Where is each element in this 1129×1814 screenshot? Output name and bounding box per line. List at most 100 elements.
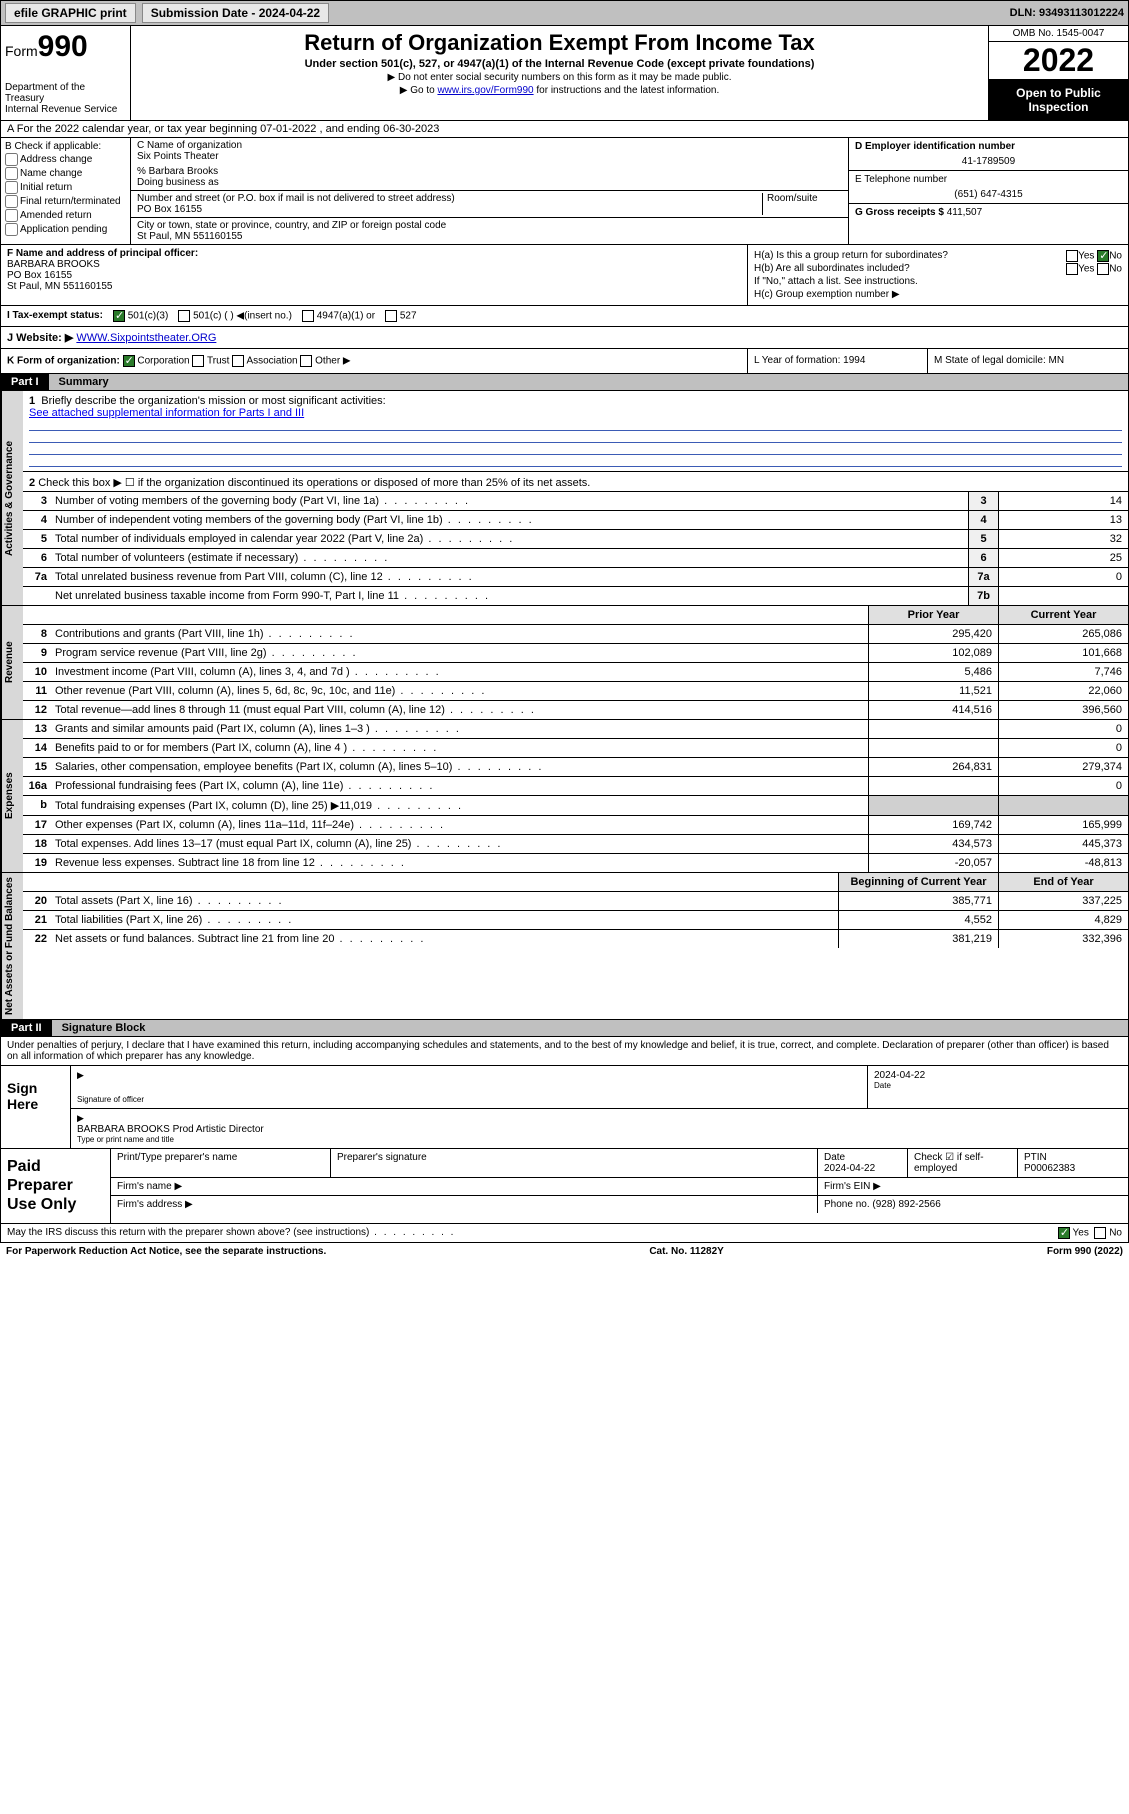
part-ii-header: Part II Signature Block [0,1020,1129,1037]
hb-yes-checkbox[interactable] [1066,263,1078,275]
chk-name-change[interactable]: Name change [5,167,126,180]
cat-number: Cat. No. 11282Y [649,1246,723,1257]
ein-label: D Employer identification number [855,141,1122,152]
ptin-label: PTIN [1024,1152,1047,1163]
preparer-name-label: Print/Type preparer's name [111,1149,331,1177]
table-row: bTotal fundraising expenses (Part IX, co… [23,796,1128,816]
table-row: 21Total liabilities (Part X, line 26)4,5… [23,911,1128,930]
table-row: 6Total number of volunteers (estimate if… [23,549,1128,568]
tax-exempt-status-row: I Tax-exempt status: 501(c)(3) 501(c) ( … [0,306,1129,327]
irs-discuss-row: May the IRS discuss this return with the… [0,1224,1129,1243]
year-formation: L Year of formation: 1994 [748,349,928,373]
table-row: 8Contributions and grants (Part VIII, li… [23,625,1128,644]
website-row: J Website: ▶ WWW.Sixpointstheater.ORG [0,327,1129,349]
part-i-header: Part I Summary [0,374,1129,391]
form-header: Form990 Department of the Treasury Inter… [0,26,1129,121]
org-name: Six Points Theater [137,151,842,162]
tax-year: 2022 [989,42,1128,80]
section-expenses: Expenses 13Grants and similar amounts pa… [0,720,1129,873]
org-info-block: B Check if applicable: Address change Na… [0,138,1129,245]
ha-label: H(a) Is this a group return for subordin… [754,250,948,261]
form-title: Return of Organization Exempt From Incom… [139,30,980,56]
chk-501c[interactable] [178,310,190,322]
open-public-badge: Open to Public Inspection [989,80,1128,120]
pra-notice: For Paperwork Reduction Act Notice, see … [6,1246,326,1257]
chk-address-change[interactable]: Address change [5,153,126,166]
paid-preparer-label: Paid Preparer Use Only [1,1149,111,1223]
row-a-tax-year: A For the 2022 calendar year, or tax yea… [0,121,1129,138]
group-return: H(a) Is this a group return for subordin… [748,245,1128,305]
table-row: 12Total revenue—add lines 8 through 11 (… [23,701,1128,719]
form990-link[interactable]: www.irs.gov/Form990 [437,85,533,96]
vlabel-expenses: Expenses [1,720,23,872]
submission-date: Submission Date - 2024-04-22 [142,3,329,23]
paid-preparer-block: Paid Preparer Use Only Print/Type prepar… [0,1149,1129,1224]
sig-name-value: BARBARA BROOKS Prod Artistic Director [77,1124,1122,1135]
chk-other[interactable] [300,355,312,367]
city-state-zip: St Paul, MN 551160155 [137,231,842,242]
line-2: 2 Check this box ▶ ☐ if the organization… [23,472,1128,492]
chk-amended-return[interactable]: Amended return [5,209,126,222]
discuss-no-checkbox[interactable] [1094,1227,1106,1239]
form-footer: Form 990 (2022) [1047,1246,1123,1257]
chk-application-pending[interactable]: Application pending [5,223,126,236]
org-form-row: K Form of organization: Corporation Trus… [0,349,1129,374]
ein-value: 41-1789509 [855,156,1122,167]
net-header-row: Beginning of Current Year End of Year [23,873,1128,892]
top-bar: efile GRAPHIC print Submission Date - 20… [0,0,1129,26]
hb-note: If "No," attach a list. See instructions… [754,276,1122,287]
form-subtitle-2: ▶ Do not enter social security numbers o… [139,72,980,83]
website-link[interactable]: WWW.Sixpointstheater.ORG [76,332,216,344]
firm-name-label: Firm's name ▶ [111,1178,818,1195]
discuss-yes-checkbox[interactable] [1058,1227,1070,1239]
preparer-date-value: 2024-04-22 [824,1163,875,1174]
firm-phone-value: Phone no. (928) 892-2566 [818,1196,1128,1213]
table-row: 13Grants and similar amounts paid (Part … [23,720,1128,739]
vlabel-net-assets: Net Assets or Fund Balances [1,873,23,1019]
chk-association[interactable] [232,355,244,367]
section-activities-governance: Activities & Governance 1 Briefly descri… [0,391,1129,606]
omb-number: OMB No. 1545-0047 [989,26,1128,42]
irs-label: Internal Revenue Service [5,104,126,115]
dept-label: Department of the Treasury [5,82,126,104]
form-number: Form990 [5,30,126,64]
chk-501c3[interactable] [113,310,125,322]
gross-receipts-label: G Gross receipts $ [855,207,944,218]
preparer-sig-label: Preparer's signature [331,1149,818,1177]
efile-button[interactable]: efile GRAPHIC print [5,3,136,23]
line-1: 1 Briefly describe the organization's mi… [23,391,1128,472]
signature-declaration: Under penalties of perjury, I declare th… [0,1037,1129,1066]
room-suite-label: Room/suite [762,193,842,215]
phone-value: (651) 647-4315 [855,189,1122,200]
table-row: 15Salaries, other compensation, employee… [23,758,1128,777]
table-row: 9Program service revenue (Part VIII, lin… [23,644,1128,663]
chk-initial-return[interactable]: Initial return [5,181,126,194]
chk-trust[interactable] [192,355,204,367]
ha-no-checkbox[interactable] [1097,250,1109,262]
table-row: 14Benefits paid to or for members (Part … [23,739,1128,758]
firm-address-label: Firm's address ▶ [111,1196,818,1213]
chk-final-return[interactable]: Final return/terminated [5,195,126,208]
section-revenue: Revenue Prior Year Current Year 8Contrib… [0,606,1129,720]
chk-corporation[interactable] [123,355,135,367]
col-de: D Employer identification number 41-1789… [848,138,1128,244]
sig-officer-label: Signature of officer [77,1095,861,1104]
table-row: 10Investment income (Part VIII, column (… [23,663,1128,682]
table-row: 3Number of voting members of the governi… [23,492,1128,511]
mission-attachment-link[interactable]: See attached supplemental information fo… [29,407,304,419]
hb-no-checkbox[interactable] [1097,263,1109,275]
chk-4947[interactable] [302,310,314,322]
gross-receipts-value: 411,507 [947,207,982,218]
chk-527[interactable] [385,310,397,322]
sign-here-label: Sign Here [1,1066,71,1148]
self-employed-check[interactable]: Check ☑ if self-employed [908,1149,1018,1177]
table-row: Net unrelated business taxable income fr… [23,587,1128,605]
vlabel-activities: Activities & Governance [1,391,23,605]
c-name-label: C Name of organization [137,140,842,151]
table-row: 22Net assets or fund balances. Subtract … [23,930,1128,948]
table-row: 11Other revenue (Part VIII, column (A), … [23,682,1128,701]
hc-label: H(c) Group exemption number ▶ [754,289,1122,300]
form-subtitle-1: Under section 501(c), 527, or 4947(a)(1)… [139,58,980,70]
ha-yes-checkbox[interactable] [1066,250,1078,262]
col-b-checkboxes: B Check if applicable: Address change Na… [1,138,131,244]
